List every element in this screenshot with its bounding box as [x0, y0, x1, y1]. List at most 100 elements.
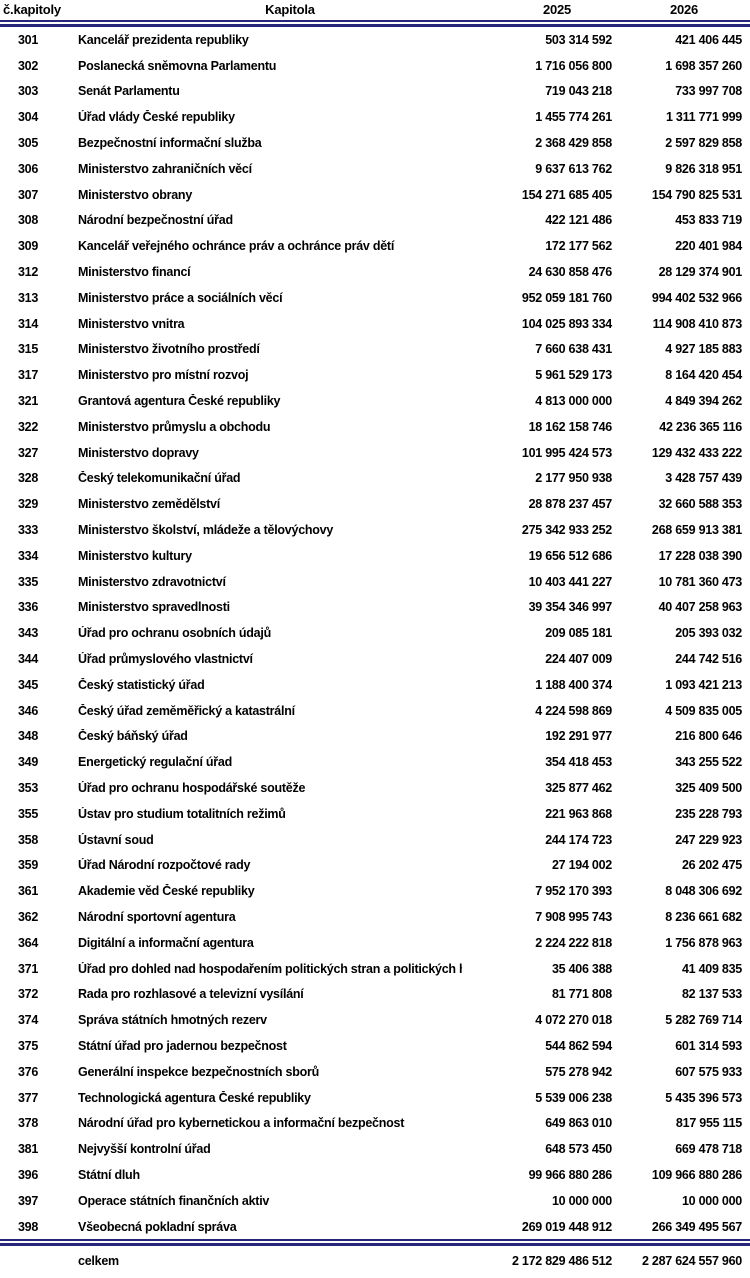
value-2026: 235 228 793	[675, 806, 742, 821]
table-row: 317 Ministerstvo pro místní rozvoj 5 961 5…	[0, 362, 750, 388]
value-2026: 421 406 445	[675, 32, 742, 47]
total-label: celkem	[78, 1254, 119, 1269]
value-2026: 4 927 185 883	[665, 342, 742, 357]
table-row: 361 Akademie věd České republiky 7 952 170…	[0, 878, 750, 904]
chapter-name: Ministerstvo školství, mládeže a tělovýc…	[78, 523, 334, 538]
value-2026: 41 409 835	[681, 961, 742, 976]
value-2026: 10 781 360 473	[658, 574, 743, 589]
value-2026: 5 282 769 714	[665, 1013, 742, 1028]
value-2026: 10 000 000	[681, 1193, 742, 1208]
chapter-number: 302	[17, 58, 39, 73]
chapter-name: Ministerstvo práce a sociálních věcí	[78, 290, 283, 305]
chapter-number: 353	[17, 781, 39, 795]
chapter-name: Úřad vlády České republiky	[78, 110, 235, 125]
value-2026: 607 575 933	[675, 1064, 742, 1079]
value-2026: 1 093 421 213	[665, 677, 742, 692]
table-row: 303 Senát Parlamentu 719 043 218 733 997 70…	[0, 79, 750, 105]
table-row: 397 Operace státních finančních aktiv 10 0…	[0, 1188, 750, 1214]
table-row: 398 Všeobecná pokladní správa 269 019 448 …	[0, 1214, 750, 1240]
value-2026: 154 790 825 531	[651, 187, 742, 202]
value-2025: 224 407 009	[545, 652, 612, 667]
value-2025: 18 162 158 746	[528, 419, 613, 434]
value-2025: 221 963 868	[545, 806, 612, 821]
chapter-number: 308	[17, 213, 39, 228]
value-2025: 10 403 441 227	[528, 574, 613, 589]
table-row: 377 Technologická agentura České republik…	[0, 1085, 750, 1111]
chapter-number: 303	[17, 84, 39, 99]
table-row: 314 Ministerstvo vnitra 104 025 893 334 114…	[0, 311, 750, 337]
table-row: 322 Ministerstvo průmyslu a obchodu 18 162…	[0, 414, 750, 440]
chapter-number: 381	[17, 1142, 39, 1157]
chapter-name: Grantová agentura České republiky	[78, 394, 281, 409]
table-row: 371 Úřad pro dohled nad hospodařením poli…	[0, 956, 750, 982]
value-2026: 9 826 318 951	[665, 161, 742, 176]
value-2025: 101 995 424 573	[521, 445, 612, 460]
value-2026: 205 393 032	[675, 626, 742, 641]
chapter-number: 359	[17, 858, 39, 873]
value-2025: 9 637 613 762	[535, 161, 612, 176]
value-2025: 19 656 512 686	[528, 548, 613, 563]
value-2025: 1 455 774 261	[535, 110, 612, 125]
table-row: 358 Ústavní soud 244 174 723 247 229 923	[0, 827, 750, 853]
table-row: 301 Kancelář prezidenta republiky 503 314 …	[0, 27, 750, 53]
chapter-name: Poslanecká sněmovna Parlamentu	[78, 58, 277, 73]
chapter-name: Ministerstvo zemědělství	[78, 497, 220, 512]
value-2025: 2 177 950 938	[535, 471, 612, 486]
value-2025: 649 863 010	[545, 1116, 612, 1131]
table-row: 327 Ministerstvo dopravy 101 995 424 573 12…	[0, 440, 750, 466]
value-2025: 7 660 638 431	[535, 342, 612, 357]
value-2025: 544 862 594	[545, 1038, 612, 1053]
table-row: 328 Český telekomunikační úřad 2 177 950 9…	[0, 466, 750, 492]
value-2026: 82 137 533	[681, 987, 742, 1002]
chapter-name: Nejvyšší kontrolní úřad	[78, 1142, 211, 1157]
table-row: 302 Poslanecká sněmovna Parlamentu 1 716 0…	[0, 53, 750, 79]
chapter-name: Ministerstvo životního prostředí	[78, 342, 260, 357]
chapter-number: 398	[17, 1219, 39, 1234]
value-2025: 275 342 933 252	[521, 523, 612, 538]
value-2025: 5 961 529 173	[535, 368, 612, 383]
value-2026: 268 659 913 381	[651, 523, 742, 538]
chapter-number: 309	[17, 239, 39, 254]
chapter-name: Ministerstvo dopravy	[78, 445, 199, 460]
chapter-number: 336	[17, 600, 39, 615]
header-rule	[0, 20, 750, 27]
value-2026: 8 048 306 692	[665, 884, 742, 899]
table-row: 309 Kancelář veřejného ochránce práv a oc…	[0, 233, 750, 259]
chapter-number: 344	[17, 652, 39, 667]
value-2025: 35 406 388	[551, 961, 612, 976]
chapter-number: 328	[17, 471, 39, 486]
header-2025: 2025	[542, 2, 572, 17]
footer-rule	[0, 1239, 750, 1247]
chapter-name: Všeobecná pokladní správa	[78, 1219, 237, 1234]
value-2026: 733 997 708	[675, 84, 742, 99]
chapter-number: 321	[17, 394, 39, 409]
value-2026: 109 966 880 286	[651, 1167, 742, 1182]
chapter-name: Český telekomunikační úřad	[78, 471, 241, 486]
value-2026: 325 409 500	[675, 781, 742, 795]
chapter-name: Technologická agentura České republiky	[78, 1090, 311, 1105]
chapter-name: Ministerstvo financí	[78, 265, 191, 280]
chapter-number: 315	[17, 342, 39, 357]
table-row: 321 Grantová agentura České republiky 4 81…	[0, 388, 750, 414]
table-row: 375 Státní úřad pro jadernou bezpečnost 54…	[0, 1033, 750, 1059]
chapter-number: 305	[17, 136, 39, 151]
chapter-number: 374	[17, 1013, 39, 1028]
chapter-name: Český úřad zeměměřický a katastrální	[78, 703, 295, 718]
value-2025: 99 966 880 286	[528, 1167, 613, 1182]
value-2025: 81 771 808	[551, 987, 612, 1002]
value-2025: 4 072 270 018	[535, 1013, 612, 1028]
chapter-number: 301	[17, 32, 39, 47]
chapter-name: Úřad pro dohled nad hospodařením politic…	[78, 961, 462, 976]
value-2026: 26 202 475	[681, 858, 742, 873]
table-row: 345 Český statistický úřad 1 188 400 374 1 …	[0, 672, 750, 698]
table-row: 344 Úřad průmyslového vlastnictví 224 407 …	[0, 646, 750, 672]
table-body: 301 Kancelář prezidenta republiky 503 314 …	[0, 27, 750, 1239]
chapter-name: Státní dluh	[78, 1167, 140, 1182]
value-2026: 601 314 593	[675, 1038, 742, 1053]
value-2025: 325 877 462	[545, 781, 612, 795]
value-2026: 2 597 829 858	[665, 136, 742, 151]
chapter-name: Generální inspekce bezpečnostních sborů	[78, 1064, 320, 1079]
chapter-name: Ministerstvo zahraničních věcí	[78, 161, 252, 176]
value-2026: 343 255 522	[675, 755, 742, 770]
chapter-number: 378	[17, 1116, 39, 1131]
